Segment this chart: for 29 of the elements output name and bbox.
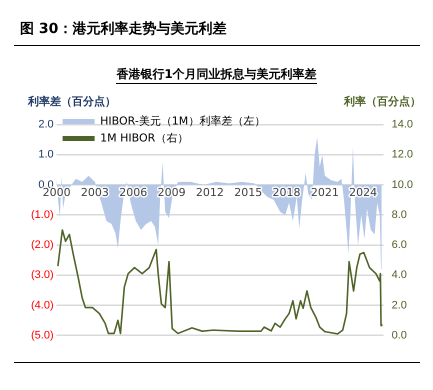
y2-tick-label: 8.0 (392, 208, 407, 221)
y-tick-label: (3.0) (30, 269, 54, 282)
x-tick-label: 2009 (158, 186, 186, 200)
chart-title: 图 30：港元利率走势与美元利差 (20, 20, 226, 38)
x-tick-label: 2018 (272, 186, 301, 200)
x-tick-label: 2024 (349, 186, 378, 200)
chart-subtitle: 香港银行1个月同业拆息与美元利率差 (116, 67, 317, 84)
y-axis-title: 利率差（百分点） (28, 94, 116, 109)
x-tick-label: 2006 (119, 186, 148, 200)
y2-tick-label: 14.0 (392, 118, 414, 131)
y-tick-label: 1.0 (38, 148, 54, 161)
y2-tick-label: 10.0 (392, 178, 414, 191)
x-tick-label: 2012 (196, 186, 224, 200)
legend-label: HIBOR-美元（1M）利率差（左） (100, 114, 266, 128)
y2-tick-label: 4.0 (392, 269, 407, 282)
y-tick-label: (4.0) (30, 299, 54, 312)
y2-axis-title: 利率（百分点） (344, 94, 421, 109)
y2-tick-label: 12.0 (392, 148, 414, 161)
y2-tick-label: 6.0 (392, 239, 407, 252)
x-tick-label: 2015 (234, 186, 262, 200)
legend-label: 1M HIBOR（右） (100, 131, 188, 144)
y-tick-label: (1.0) (30, 208, 54, 221)
y-tick-label: 2.0 (38, 118, 54, 131)
x-tick-label: 2021 (310, 186, 339, 200)
x-tick-label: 2003 (80, 186, 109, 200)
y2-tick-label: 2.0 (392, 299, 407, 312)
y-tick-label: (5.0) (30, 329, 54, 342)
y2-tick-label: 0.0 (392, 329, 407, 342)
y-tick-label: (2.0) (30, 239, 54, 252)
